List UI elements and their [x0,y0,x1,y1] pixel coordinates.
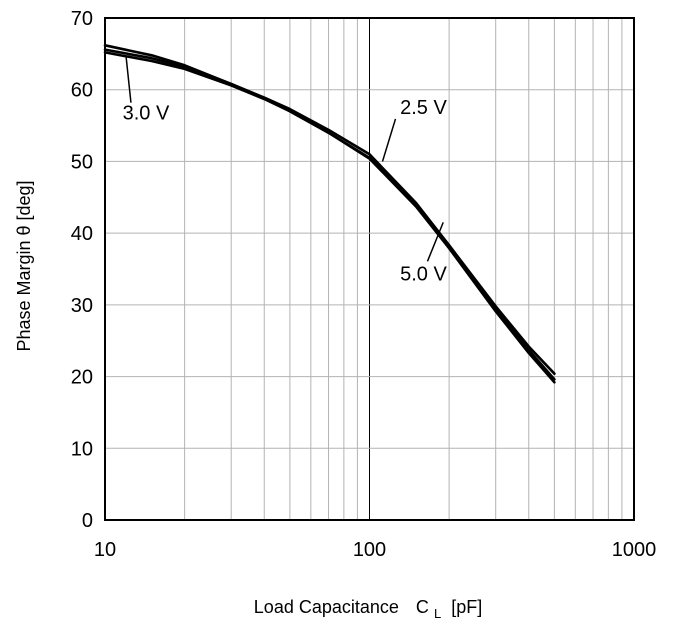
annotation-leader [125,55,132,103]
y-tick-label: 10 [71,438,93,460]
series-label: 2.5 V [400,97,447,119]
y-tick-label: 70 [71,8,93,30]
series-label: 5.0 V [400,263,447,285]
x-axis-title-symbol: C [416,597,429,617]
y-tick-label: 60 [71,80,93,102]
x-tick-label: 1000 [612,539,657,561]
plot-frame [104,17,635,521]
x-tick-label: 100 [353,539,386,561]
series-line-2-5-V [103,44,556,375]
x-axis-title-subscript: L [434,606,441,621]
y-tick-label: 20 [71,367,93,389]
x-axis-title-text: Load Capacitance [254,597,399,617]
y-axis-title: Phase Margin θ [deg] [14,180,34,351]
grid [104,17,635,521]
series-line-3-0-V [103,48,556,381]
annotation-leader [381,118,397,162]
series-group [103,44,556,384]
y-tick-label: 0 [82,510,93,532]
series-line-5-0-V [103,51,556,384]
y-tick-label: 40 [71,223,93,245]
x-axis-title-unit: [pF] [451,597,482,617]
annotation-leader [426,222,444,262]
x-axis-title: Load Capacitance C L [pF] [254,597,482,622]
x-tick-label: 10 [94,539,116,561]
annotations: 3.0 V 2.5 V 5.0 V [123,55,447,285]
y-tick-label: 30 [71,295,93,317]
series-label: 3.0 V [123,103,170,125]
y-tick-label: 50 [71,151,93,173]
